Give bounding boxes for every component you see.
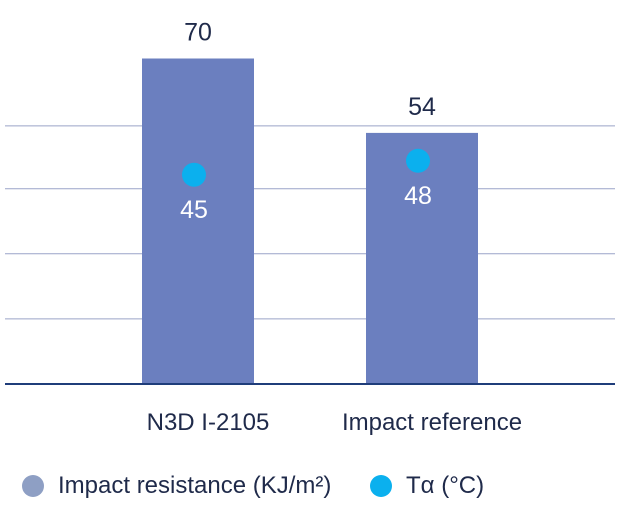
data-labels: 70 45 54 48	[180, 19, 436, 224]
point-value-label-2: 48	[404, 182, 432, 210]
point-2	[406, 148, 430, 173]
point-1	[182, 162, 206, 187]
bars	[142, 58, 478, 384]
bar-2	[366, 132, 478, 384]
point-value-label-1: 45	[180, 196, 208, 224]
bar-1	[142, 58, 254, 384]
points	[182, 148, 430, 187]
x-tick-labels: N3D I-2105 Impact reference	[147, 409, 522, 436]
bar-value-label-2: 54	[408, 93, 436, 121]
legend-label-impact-resistance: Impact resistance (KJ/m²)	[58, 472, 332, 499]
legend-label-t-alpha: Tα (°C)	[406, 472, 485, 499]
x-tick-label-2: Impact reference	[342, 409, 522, 436]
legend-swatch-impact-resistance	[22, 475, 44, 497]
gridlines	[5, 125, 615, 320]
legend-item-t-alpha: Tα (°C)	[370, 466, 484, 506]
x-tick-label-1: N3D I-2105	[147, 409, 270, 436]
legend-swatch-t-alpha	[370, 475, 392, 497]
bar-value-label-1: 70	[184, 19, 212, 47]
legend-item-impact-resistance: Impact resistance (KJ/m²)	[22, 466, 331, 506]
legend: Impact resistance (KJ/m²) Tα (°C)	[0, 466, 620, 506]
